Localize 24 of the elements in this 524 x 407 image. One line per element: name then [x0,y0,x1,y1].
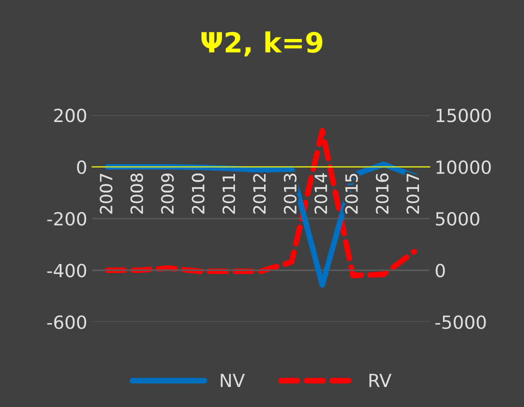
y2-tick-label: 15000 [436,108,491,122]
y2-tick-label: -5000 [435,315,486,330]
x-tick-label: 2011 [222,174,236,214]
x-tick-label: 2012 [253,174,266,214]
x-tick-label: 2007 [100,174,112,214]
y-tick-label: -600 [47,315,86,330]
y-tick-label: -400 [47,264,86,278]
y-tick-label: 200 [54,108,86,122]
x-tick-label: 2013 [284,174,296,214]
y2-tick-label: 0 [436,264,445,278]
x-tick-label: 2015 [345,174,358,214]
x-tick-label: 2009 [161,174,174,214]
y-tick-label: 0 [77,160,86,174]
x-tick-label: 2017 [406,174,420,214]
x-tick-label: 2008 [130,174,144,214]
x-tick-label: 2014 [314,173,328,214]
y2-tick-label: 10000 [436,160,491,174]
y-tick-label: -200 [47,212,86,226]
x-tick-label: 2016 [376,173,388,214]
x-tick-label: 2010 [192,174,204,214]
legend-label: RV [369,374,392,387]
legend-label: NV [220,374,245,387]
chart-title: Ψ2, k=9 [201,31,322,56]
y2-tick-label: 5000 [436,212,480,226]
